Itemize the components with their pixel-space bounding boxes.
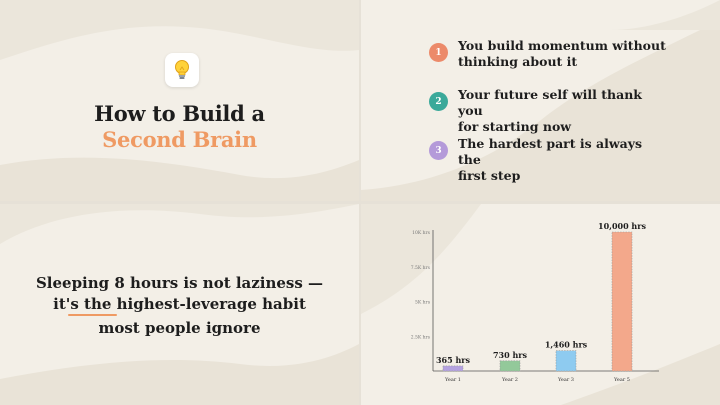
point-text-2-line-1: Your future self will thank you [458, 87, 642, 118]
point-text-2: Your future self will thank you for star… [458, 87, 668, 135]
bar-chart: 10K hrs 7.5K hrs 5K hrs 2.5K hrs 365 hrs Year… [411, 221, 659, 383]
bar [555, 350, 577, 372]
slide-quote: Sleeping 8 hours is not laziness — it's … [0, 204, 359, 405]
point-text-3: The hardest part is always the first ste… [458, 136, 668, 184]
bar-data-label: 1,460 hrs [545, 340, 588, 350]
x-tick-label: Year 5 [613, 377, 630, 383]
background-wave [0, 204, 359, 405]
y-tick-label: 2.5K hrs [411, 334, 431, 340]
x-tick-label: Year 1 [444, 377, 461, 383]
bar-data-label: 10,000 hrs [598, 221, 646, 231]
title-line-2: Second Brain [102, 127, 257, 152]
y-tick-label: 10K hrs [412, 230, 431, 236]
bar-data-label: 730 hrs [493, 350, 528, 360]
bar [499, 360, 521, 372]
lightbulb-icon [165, 53, 199, 87]
y-tick-label: 7.5K hrs [411, 265, 431, 271]
quote-line-2: it's the highest-leverage habit [53, 295, 306, 313]
slide-points: 1 You build momentum without thinking ab… [361, 0, 720, 201]
slide-title: How to Build a Second Brain [0, 0, 359, 201]
title-line-1: How to Build a [94, 101, 265, 126]
slide-chart: 10K hrs 7.5K hrs 5K hrs 2.5K hrs 365 hrs Year… [361, 204, 720, 405]
point-text-2-line-2: for starting now [458, 119, 572, 134]
background-wave [361, 204, 720, 405]
bar [442, 365, 464, 372]
point-number-3: 3 [429, 141, 448, 160]
highlight-underline [68, 314, 117, 316]
quote-line-1: Sleeping 8 hours is not laziness — [35, 274, 324, 292]
point-text-1: You build momentum without thinking abou… [458, 38, 668, 70]
background-wave [361, 0, 720, 201]
point-text-1-line-2: thinking about it [458, 54, 578, 69]
point-text-1-line-1: You build momentum without [458, 38, 666, 53]
x-tick-label: Year 2 [501, 377, 518, 383]
background-wave [0, 0, 359, 201]
bar-data-label: 365 hrs [436, 355, 471, 365]
point-number-1: 1 [429, 43, 448, 62]
y-tick-label: 5K hrs [415, 300, 431, 306]
point-text-3-line-1: The hardest part is always the [458, 136, 643, 167]
x-tick-label: Year 3 [557, 377, 574, 383]
bar [611, 231, 633, 372]
point-text-3-line-2: first step [458, 168, 521, 183]
quote-line-3: most people ignore [98, 319, 261, 337]
point-number-2: 2 [429, 92, 448, 111]
